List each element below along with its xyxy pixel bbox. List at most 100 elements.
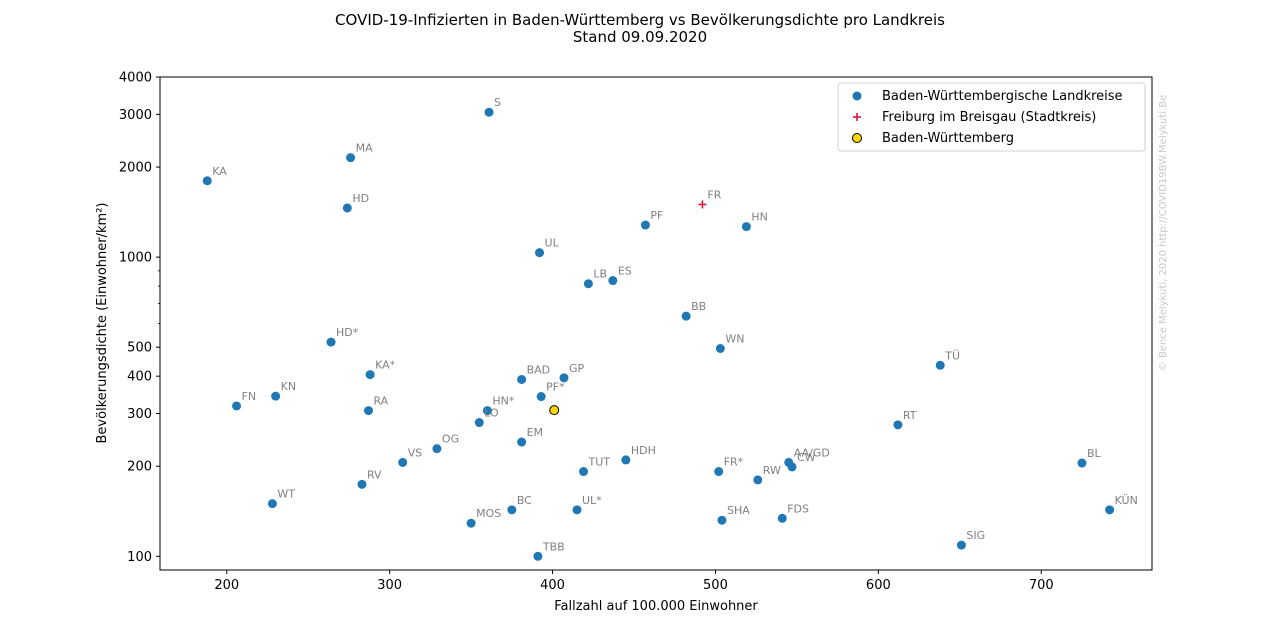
data-point [579, 467, 589, 477]
data-point [474, 418, 484, 428]
point-label: BB [691, 300, 706, 313]
point-label: LB [593, 268, 607, 281]
legend-marker-freiburg [853, 113, 861, 121]
point-label: TÜ [944, 349, 960, 362]
data-point [326, 337, 336, 347]
data-point [398, 457, 408, 467]
point-label: HD* [336, 326, 359, 339]
point-label: AA/GD [794, 446, 830, 459]
data-point [714, 467, 724, 477]
point-label: UL [545, 237, 560, 250]
point-label: UL* [582, 494, 602, 507]
point-label: KÜN [1115, 494, 1138, 507]
point-label: FN [242, 390, 257, 403]
point-label: KA* [375, 359, 396, 372]
point-label: FR [707, 188, 721, 201]
data-point [232, 401, 242, 411]
point-label: HDH [631, 444, 656, 457]
point-label: S [494, 96, 501, 109]
x-tick-label: 700 [1029, 578, 1054, 593]
data-point [271, 391, 281, 401]
point-label: HD [352, 192, 369, 205]
point-label: TUT [588, 456, 611, 469]
data-point [608, 276, 618, 286]
legend-entry-freiburg: Freiburg im Breisgau (Stadtkreis) [882, 110, 1096, 125]
point-label: EM [527, 426, 543, 439]
data-point [681, 311, 691, 321]
point-label: OG [442, 433, 459, 446]
data-point [583, 279, 593, 289]
legend-marker-landkreise [852, 91, 862, 101]
y-tick-label: 100 [127, 550, 152, 565]
data-point [1077, 458, 1087, 468]
point-label: VS [408, 446, 423, 459]
legend-entry-bw: Baden-Württemberg [882, 131, 1014, 146]
point-label: WT [277, 488, 295, 501]
x-tick-label: 400 [540, 578, 565, 593]
data-point [935, 360, 945, 370]
y-tick-label: 400 [127, 370, 152, 385]
point-label: PF [650, 209, 663, 222]
x-tick-label: 200 [214, 578, 239, 593]
data-point [432, 444, 442, 454]
data-points: S MA KA HD PF HN UL LB ES BB WN HD* TÜ KA* BAD GP PF* KN F… [202, 96, 1138, 561]
data-point [536, 392, 546, 402]
x-axis: 200 300 400 500 600 700 [214, 570, 1054, 593]
data-point [717, 515, 727, 525]
point-label: BL [1087, 447, 1102, 460]
data-point [715, 343, 725, 353]
chart-subtitle: Stand 09.09.2020 [573, 28, 707, 46]
copyright-notice: © Bence Melykuti, 2020 http://COVID19BW.… [1158, 95, 1169, 371]
data-point [484, 107, 494, 117]
point-label: PF* [546, 381, 565, 394]
x-tick-label: 300 [377, 578, 402, 593]
data-point [466, 518, 476, 528]
point-label: ES [618, 265, 632, 278]
data-point [1105, 505, 1115, 515]
data-point [956, 540, 966, 550]
data-point-bw [549, 405, 560, 416]
point-label: SHA [727, 504, 750, 517]
point-label: RA [373, 395, 388, 408]
data-point [517, 374, 527, 384]
point-label: LO [484, 407, 499, 420]
x-tick-label: 500 [703, 578, 728, 593]
data-point [559, 373, 569, 383]
data-point [507, 505, 517, 515]
point-label: HN* [492, 395, 515, 408]
y-tick-label: 500 [127, 341, 152, 356]
data-point [572, 505, 582, 515]
point-label: BAD [527, 363, 551, 376]
data-point [365, 370, 375, 380]
point-label: HN [751, 211, 768, 224]
data-point [517, 437, 527, 447]
data-point [787, 462, 797, 472]
y-tick-label: 4000 [119, 71, 152, 86]
y-tick-label: 300 [127, 407, 152, 422]
point-label: RW [763, 464, 781, 477]
legend: Baden-Württembergische Landkreise Freibu… [837, 82, 1146, 152]
point-label: MA [356, 142, 373, 155]
point-label: WN [725, 332, 744, 345]
legend-entry-landkreise: Baden-Württembergische Landkreise [882, 89, 1123, 104]
data-point-freiburg [698, 200, 707, 209]
data-point [533, 551, 543, 561]
y-tick-label: 3000 [119, 108, 152, 123]
point-label: CW [797, 451, 816, 464]
point-label: FR* [724, 456, 744, 469]
point-label: MOS [476, 507, 501, 520]
point-label: KA [212, 165, 227, 178]
y-axis-label: Bevölkerungsdichte (Einwohner/km²) [95, 203, 110, 444]
y-tick-label: 2000 [119, 161, 152, 176]
data-point [741, 222, 751, 232]
data-point [267, 499, 277, 509]
data-point [893, 420, 903, 430]
data-point [346, 153, 356, 163]
point-label: RT [903, 409, 917, 422]
data-point [357, 479, 367, 489]
data-point [535, 248, 545, 258]
x-axis-label: Fallzahl auf 100.000 Einwohner [554, 599, 758, 614]
data-point [482, 406, 492, 416]
